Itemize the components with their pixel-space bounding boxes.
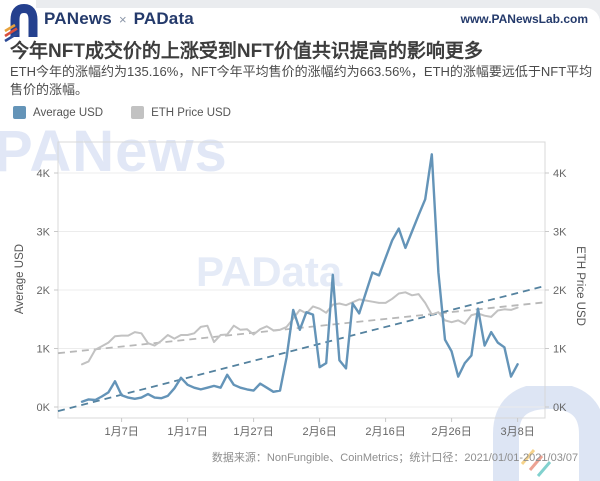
website-link[interactable]: www.PANewsLab.com — [460, 12, 588, 26]
legend-swatch-average-usd — [13, 106, 26, 119]
legend: Average USD ETH Price USD — [13, 106, 231, 119]
legend-label-average-usd: Average USD — [33, 106, 104, 119]
brand-padata: PAData — [133, 9, 194, 28]
panews-corner-watermark-icon — [493, 386, 600, 481]
left-axis-tick: 0K — [37, 402, 51, 414]
panews-logo-icon — [4, 3, 38, 43]
right-axis-tick: 2K — [553, 285, 567, 297]
left-axis-tick: 3K — [37, 227, 51, 239]
header: PANews × PAData — [44, 9, 194, 29]
data-source-caption: 数据来源：NonFungible、CoinMetrics；统计口径：2021/0… — [211, 452, 579, 464]
padata-watermark: PAData — [196, 248, 343, 295]
content-card — [0, 8, 600, 481]
left-axis-tick: 1K — [37, 344, 51, 356]
right-axis-tick: 3K — [553, 227, 567, 239]
x-axis-tick: 3月8日 — [500, 426, 534, 438]
right-axis-tick: 4K — [553, 168, 567, 180]
x-axis-tick: 2月6日 — [302, 426, 336, 438]
brand-separator-icon: × — [118, 11, 127, 27]
x-axis-tick: 1月27日 — [233, 426, 273, 438]
right-axis-title: ETH Price USD — [574, 246, 586, 326]
right-axis-tick: 0K — [553, 402, 567, 414]
x-axis-tick: 1月17日 — [167, 426, 207, 438]
brand-panews: PANews — [44, 9, 112, 28]
eth-price-line — [81, 291, 519, 366]
right-axis-tick: 1K — [553, 344, 567, 356]
left-axis-tick: 4K — [37, 168, 51, 180]
x-axis-tick: 1月7日 — [104, 426, 138, 438]
x-axis-tick: 2月16日 — [365, 426, 405, 438]
avg-usd-line — [80, 153, 519, 403]
legend-swatch-eth-price — [131, 106, 145, 119]
left-axis-title: Average USD — [14, 243, 26, 315]
legend-label-eth-price: ETH Price USD — [151, 106, 231, 119]
chart-title: 今年NFT成交价的上涨受到NFT价值共识提高的影响更多 — [10, 41, 483, 62]
chart-subtitle: ETH今年的涨幅约为135.16%，NFT今年平均售价的涨幅约为663.56%，… — [10, 64, 593, 97]
left-axis-tick: 2K — [37, 285, 51, 297]
x-axis-tick: 2月26日 — [431, 426, 471, 438]
